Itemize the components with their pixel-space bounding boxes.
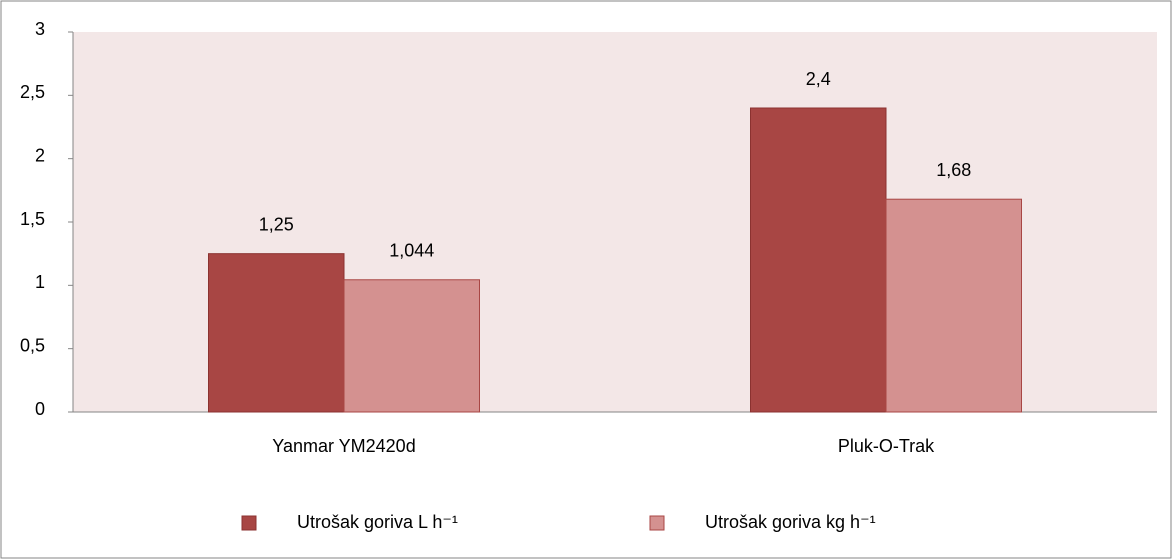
legend-swatch	[241, 515, 257, 531]
data-label: 1,68	[936, 160, 971, 180]
data-label: 1,044	[389, 241, 434, 261]
legend-label: Utrošak goriva kg h⁻¹	[705, 512, 876, 532]
legend-label: Utrošak goriva L h⁻¹	[297, 512, 458, 532]
y-tick-label: 0,5	[20, 335, 45, 355]
y-tick-label: 0	[35, 399, 45, 419]
y-tick-label: 1	[35, 272, 45, 292]
y-tick-label: 2	[35, 145, 45, 165]
legend-swatch	[649, 515, 665, 531]
data-label: 1,25	[259, 214, 294, 234]
x-tick-label: Yanmar YM2420d	[272, 436, 415, 456]
data-label: 2,4	[806, 69, 831, 89]
bar	[343, 279, 480, 413]
y-tick-label: 1,5	[20, 209, 45, 229]
bar	[885, 198, 1022, 413]
x-tick-label: Pluk-O-Trak	[838, 436, 935, 456]
bar	[750, 107, 887, 413]
bar	[208, 253, 345, 413]
y-tick-label: 2,5	[20, 82, 45, 102]
y-tick-label: 3	[35, 19, 45, 39]
